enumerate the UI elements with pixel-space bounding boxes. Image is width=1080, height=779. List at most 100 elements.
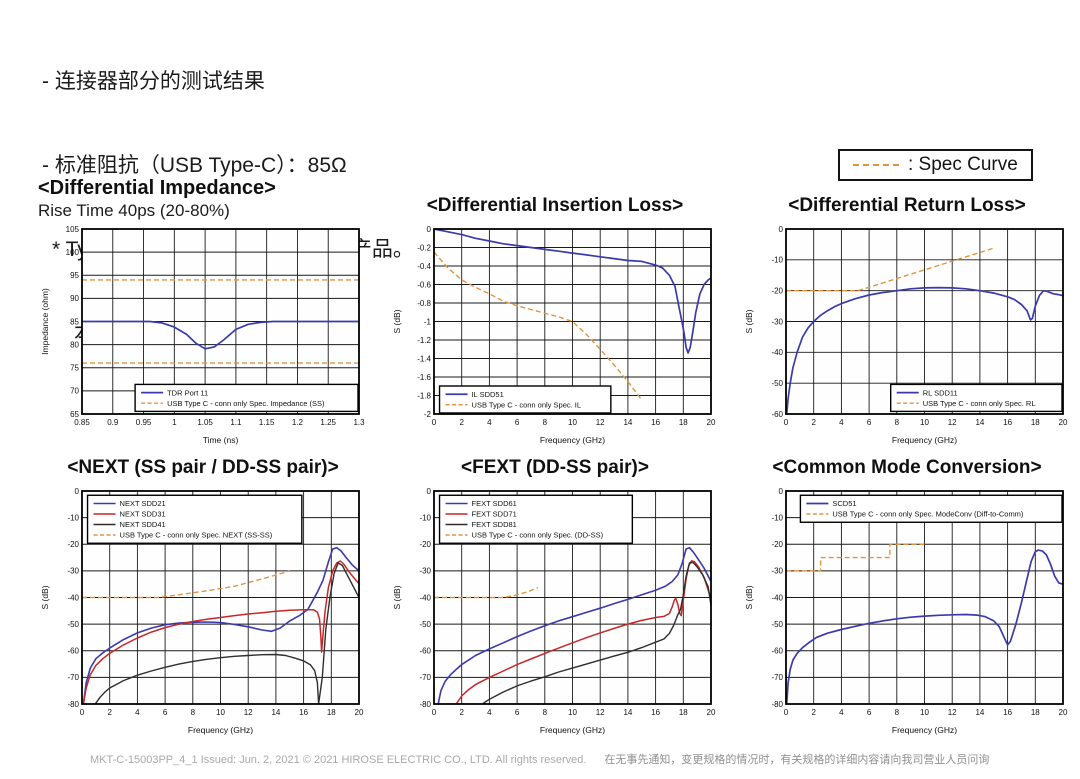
svg-text:20: 20	[707, 708, 716, 717]
svg-text:6: 6	[867, 418, 872, 427]
svg-text:14: 14	[623, 418, 632, 427]
svg-text:0: 0	[784, 418, 789, 427]
svg-text:16: 16	[651, 418, 660, 427]
spec-curve-label: : Spec Curve	[908, 154, 1018, 175]
svg-text:10: 10	[568, 708, 577, 717]
svg-text:70: 70	[70, 387, 79, 396]
next-chart-plot: 0 2 4 6 8 10 12 14 16 18 20 0 -10 -20 -30 -40 -50 -60 -70 -…	[40, 487, 364, 735]
svg-text:-70: -70	[771, 673, 783, 682]
svg-text:-60: -60	[67, 647, 79, 656]
svg-text:16: 16	[299, 708, 308, 717]
svg-text:-60: -60	[771, 410, 783, 419]
svg-text:20: 20	[355, 708, 364, 717]
svg-text:RL SDD11: RL SDD11	[923, 388, 958, 397]
svg-text:6: 6	[515, 418, 520, 427]
svg-text:10: 10	[216, 708, 225, 717]
note-line-2: - 标准阻抗（USB Type-C）：85Ω	[42, 154, 347, 177]
svg-text:-1.4: -1.4	[417, 354, 431, 363]
svg-text:-60: -60	[771, 647, 783, 656]
svg-text:10: 10	[920, 708, 929, 717]
svg-text:-50: -50	[771, 379, 783, 388]
svg-text:FEXT SDD81: FEXT SDD81	[472, 520, 517, 529]
svg-text:USB Type C - conn only Spec. M: USB Type C - conn only Spec. ModeConv (D…	[832, 510, 1024, 519]
chart-subtitle: Rise Time 40ps (20-80%)	[38, 201, 230, 220]
svg-text:-10: -10	[771, 256, 783, 265]
svg-text:0: 0	[427, 487, 432, 496]
svg-text:-30: -30	[419, 567, 431, 576]
chart-title: <NEXT (SS pair / DD-SS pair)>	[67, 457, 339, 478]
svg-text:75: 75	[70, 364, 79, 373]
svg-text:-1: -1	[424, 317, 432, 326]
svg-text:14: 14	[623, 708, 632, 717]
svg-text:Frequency (GHz): Frequency (GHz)	[540, 435, 605, 445]
svg-text:-1.2: -1.2	[417, 336, 431, 345]
svg-text:-10: -10	[771, 513, 783, 522]
svg-text:-30: -30	[771, 567, 783, 576]
svg-text:-70: -70	[67, 673, 79, 682]
svg-text:0: 0	[779, 225, 784, 234]
svg-text:NEXT SDD31: NEXT SDD31	[120, 510, 166, 519]
fext-chart-plot: 0 2 4 6 8 10 12 14 16 18 20 0 -10 -20 -30 -40 -50 -60 -70 -…	[392, 487, 716, 735]
svg-text:SCD51: SCD51	[832, 499, 856, 508]
svg-text:S (dB): S (dB)	[392, 309, 402, 333]
svg-text:18: 18	[1031, 418, 1040, 427]
svg-text:20: 20	[1059, 708, 1068, 717]
svg-text:18: 18	[1031, 708, 1040, 717]
svg-text:105: 105	[66, 225, 80, 234]
svg-text:FEXT SDD61: FEXT SDD61	[472, 499, 517, 508]
svg-text:S (dB): S (dB)	[744, 585, 754, 609]
chart-title: <Differential Insertion Loss>	[426, 195, 684, 216]
svg-text:8: 8	[543, 418, 548, 427]
svg-text:4: 4	[487, 708, 492, 717]
svg-text:18: 18	[679, 708, 688, 717]
svg-text:18: 18	[679, 418, 688, 427]
svg-text:2: 2	[811, 708, 816, 717]
svg-text:1.2: 1.2	[292, 418, 304, 427]
svg-text:14: 14	[975, 418, 984, 427]
svg-text:8: 8	[191, 708, 196, 717]
chart-title: <Differential Return Loss>	[788, 195, 1026, 216]
svg-text:-1.8: -1.8	[417, 391, 431, 400]
svg-text:90: 90	[70, 294, 79, 303]
svg-text:12: 12	[948, 418, 957, 427]
svg-text:4: 4	[839, 708, 844, 717]
note-line-1: - 连接器部分的测试结果	[42, 70, 265, 93]
svg-text:TDR Port 11: TDR Port 11	[167, 388, 208, 397]
chart-title: <Differential Impedance>	[38, 177, 276, 199]
svg-text:-1.6: -1.6	[417, 373, 431, 382]
svg-text:16: 16	[1003, 708, 1012, 717]
impedance-chart-plot: 0.85 0.9 0.95 1 1.05 1.1 1.15 1.2 1.25 1.3 65 70 75 8…	[40, 225, 365, 445]
svg-text:Frequency (GHz): Frequency (GHz)	[188, 725, 253, 735]
svg-text:0.85: 0.85	[74, 418, 90, 427]
svg-text:2: 2	[107, 708, 112, 717]
svg-text:USB Type C - conn only Spec. I: USB Type C - conn only Spec. IL	[472, 400, 582, 409]
svg-text:65: 65	[70, 410, 79, 419]
svg-text:20: 20	[1059, 418, 1068, 427]
svg-text:-40: -40	[771, 348, 783, 357]
svg-text:1.25: 1.25	[320, 418, 336, 427]
return-loss-chart-plot: 0 2 4 6 8 10 12 14 16 18 20 0 -10 -20 -30 -40 -50 -60 Freq…	[744, 225, 1068, 445]
svg-text:85: 85	[70, 317, 79, 326]
svg-text:8: 8	[543, 708, 548, 717]
svg-text:-20: -20	[771, 286, 783, 295]
svg-text:USB Type C - conn only Spec. I: USB Type C - conn only Spec. Impedance (…	[167, 399, 325, 408]
svg-text:S (dB): S (dB)	[40, 585, 50, 609]
svg-text:0: 0	[432, 418, 437, 427]
svg-text:Frequency (GHz): Frequency (GHz)	[892, 725, 957, 735]
svg-text:-50: -50	[67, 620, 79, 629]
svg-text:12: 12	[596, 708, 605, 717]
chart-common-mode-conversion: <Common Mode Conversion> 0 2 4 6 8 10 12 14 16 18…	[742, 456, 1072, 741]
svg-text:-20: -20	[67, 540, 79, 549]
svg-text:S (dB): S (dB)	[392, 585, 402, 609]
common-mode-chart-plot: 0 2 4 6 8 10 12 14 16 18 20 0 -10 -20 -30 -40 -50 -60 -70 -…	[744, 487, 1068, 735]
svg-text:-50: -50	[771, 620, 783, 629]
chart-next: <NEXT (SS pair / DD-SS pair)> 0 2 4 6 8 10 12 1…	[38, 456, 368, 741]
svg-text:8: 8	[895, 418, 900, 427]
svg-text:95: 95	[70, 271, 79, 280]
svg-text:80: 80	[70, 340, 79, 349]
svg-text:Frequency (GHz): Frequency (GHz)	[892, 435, 957, 445]
svg-text:20: 20	[707, 418, 716, 427]
svg-text:10: 10	[568, 418, 577, 427]
footer: MKT-C-15003PP_4_1 Issued: Jun. 2, 2021 ©…	[90, 751, 989, 767]
